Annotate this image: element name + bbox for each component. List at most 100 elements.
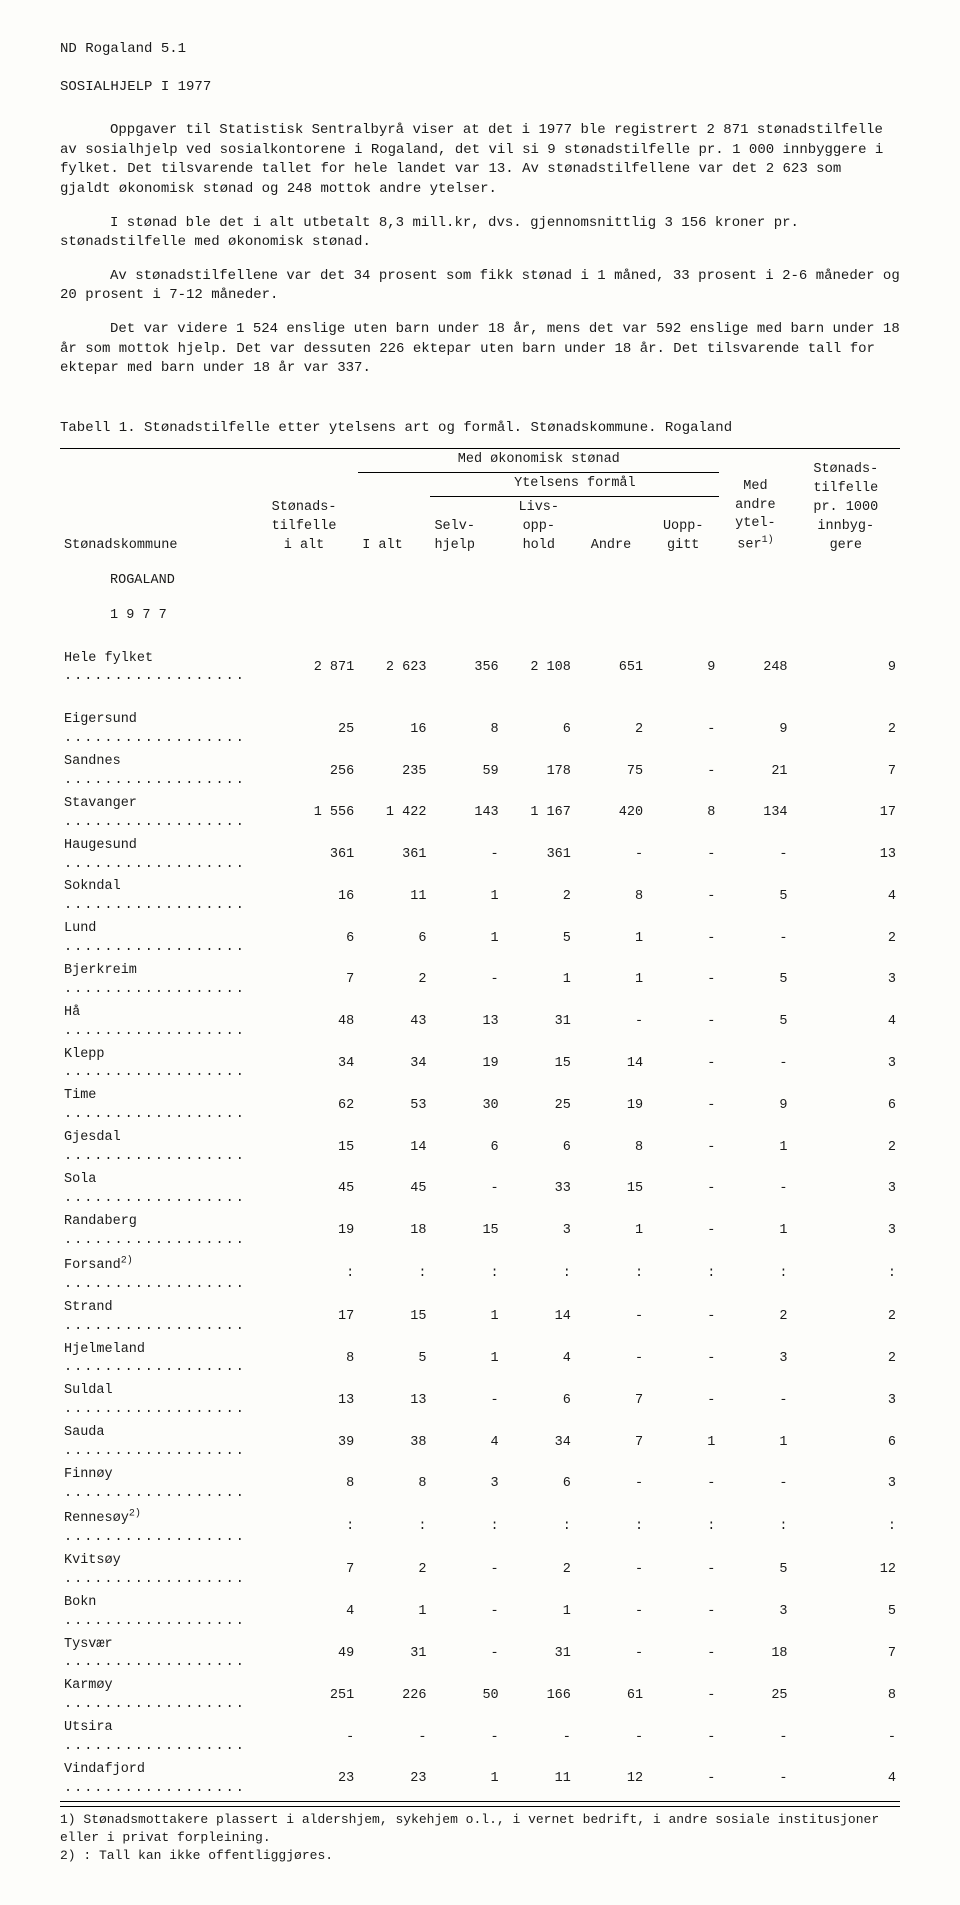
cell: 49	[250, 1634, 358, 1676]
cell: 2	[792, 709, 900, 751]
cell: 13	[430, 1002, 502, 1044]
cell: 3	[719, 1592, 791, 1634]
cell: 6	[250, 918, 358, 960]
cell: 18	[719, 1634, 791, 1676]
doc-id: ND Rogaland 5.1	[60, 40, 900, 60]
row-name: Vindafjord	[60, 1759, 250, 1801]
cell: 4	[503, 1339, 575, 1381]
cell: 1	[430, 1759, 502, 1801]
cell: -	[575, 1717, 647, 1759]
data-table: Stønadskommune Stønads- tilfelle i alt M…	[60, 448, 900, 1801]
cell: 6	[503, 1464, 575, 1506]
table-row: Suldal1313-67--3	[60, 1380, 900, 1422]
cell: 45	[358, 1169, 430, 1211]
cell: 361	[503, 835, 575, 877]
cell: 8	[430, 709, 502, 751]
row-name: Sauda	[60, 1422, 250, 1464]
cell: 256	[250, 751, 358, 793]
table-row: Karmøy2512265016661-258	[60, 1675, 900, 1717]
cell: 3	[503, 1211, 575, 1253]
cell: -	[575, 1002, 647, 1044]
cell: 5	[719, 960, 791, 1002]
col-andre-ytelser: Med andre ytel- ser1)	[719, 449, 791, 558]
cell: 251	[250, 1675, 358, 1717]
cell: 4	[792, 876, 900, 918]
col-kommune: Stønadskommune	[60, 449, 250, 558]
cell: 16	[358, 709, 430, 751]
table-row: Hjelmeland8514--32	[60, 1339, 900, 1381]
row-name: Randaberg	[60, 1211, 250, 1253]
cell: 1 556	[250, 793, 358, 835]
cell: 8	[358, 1464, 430, 1506]
footnotes: 1) Stønadsmottakere plassert i aldershje…	[60, 1806, 900, 1866]
cell: 356	[430, 648, 502, 690]
row-name: Time	[60, 1085, 250, 1127]
row-name: Bjerkreim	[60, 960, 250, 1002]
cell: -	[647, 1592, 719, 1634]
cell: -	[647, 1339, 719, 1381]
cell: 248	[719, 648, 791, 690]
cell: 235	[358, 751, 430, 793]
cell: :	[503, 1506, 575, 1550]
cell: 19	[430, 1044, 502, 1086]
col-andre: Andre	[575, 497, 647, 558]
section-year: 1 9 7 7	[60, 593, 900, 628]
cell: 1	[430, 918, 502, 960]
cell: -	[792, 1717, 900, 1759]
table-row: Finnøy8836---3	[60, 1464, 900, 1506]
row-name: Eigersund	[60, 709, 250, 751]
row-name: Karmøy	[60, 1675, 250, 1717]
row-name: Tysvær	[60, 1634, 250, 1676]
cell: 30	[430, 1085, 502, 1127]
cell: :	[719, 1506, 791, 1550]
cell: 4	[250, 1592, 358, 1634]
table-row: Bokn41-1--35	[60, 1592, 900, 1634]
cell: 16	[250, 876, 358, 918]
cell: 13	[358, 1380, 430, 1422]
cell: 7	[250, 1550, 358, 1592]
cell: -	[430, 960, 502, 1002]
cell: 1	[430, 1297, 502, 1339]
cell: 5	[358, 1339, 430, 1381]
cell: 33	[503, 1169, 575, 1211]
cell: 178	[503, 751, 575, 793]
cell: 3	[792, 1169, 900, 1211]
cell: :	[647, 1506, 719, 1550]
cell: 1	[719, 1211, 791, 1253]
cell: -	[430, 1717, 502, 1759]
cell: 8	[575, 876, 647, 918]
cell: 7	[792, 1634, 900, 1676]
row-name: Lund	[60, 918, 250, 960]
cell: 25	[719, 1675, 791, 1717]
cell: 12	[792, 1550, 900, 1592]
cell: 1 422	[358, 793, 430, 835]
cell: -	[575, 1339, 647, 1381]
cell: 6	[792, 1422, 900, 1464]
table-row: Sola4545-3315--3	[60, 1169, 900, 1211]
cell: 5	[719, 876, 791, 918]
cell: :	[430, 1252, 502, 1296]
cell: :	[503, 1252, 575, 1296]
cell: :	[575, 1506, 647, 1550]
cell: -	[647, 1044, 719, 1086]
row-name: Hele fylket	[60, 648, 250, 690]
cell: 8	[575, 1127, 647, 1169]
paragraph-2: I stønad ble det i alt utbetalt 8,3 mill…	[60, 214, 900, 253]
table-row: Gjesdal1514668-12	[60, 1127, 900, 1169]
table-row: Hå48431331--54	[60, 1002, 900, 1044]
cell: 75	[575, 751, 647, 793]
cell: 14	[575, 1044, 647, 1086]
cell: 11	[503, 1759, 575, 1801]
row-name: Sandnes	[60, 751, 250, 793]
cell: 3	[792, 1044, 900, 1086]
cell: -	[647, 1550, 719, 1592]
cell: 1 167	[503, 793, 575, 835]
cell: :	[719, 1252, 791, 1296]
cell: 2 623	[358, 648, 430, 690]
cell: 43	[358, 1002, 430, 1044]
row-name: Gjesdal	[60, 1127, 250, 1169]
cell: 3	[792, 1380, 900, 1422]
cell: -	[647, 1380, 719, 1422]
table-row: Forsand2)::::::::	[60, 1252, 900, 1296]
cell: 1	[575, 918, 647, 960]
